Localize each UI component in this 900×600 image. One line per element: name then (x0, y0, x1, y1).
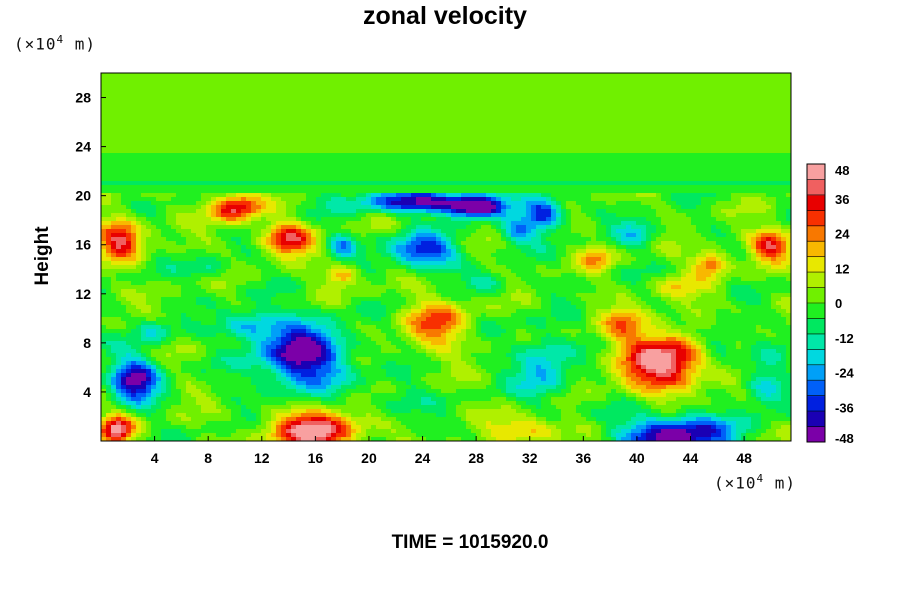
x-tick-label: 12 (254, 450, 270, 466)
heatmap-field (101, 73, 792, 442)
colorbar-tick-label: 0 (835, 296, 842, 311)
x-unit-exponent: 4 (756, 472, 765, 485)
x-tick-label: 44 (683, 450, 699, 466)
colorbar-tick-label: 24 (835, 227, 850, 242)
y-tick-label: 28 (75, 90, 91, 106)
x-tick-label: 20 (361, 450, 377, 466)
colorbar-segment (807, 256, 825, 273)
colorbar-tick-label: -48 (835, 431, 854, 446)
colorbar-segment (807, 210, 825, 227)
colorbar-segment (807, 225, 825, 242)
colorbar-tick-label: -36 (835, 400, 854, 415)
colorbar: 48 36 24 12 0 -12 -24 -36 -48 (806, 163, 855, 446)
y-unit-suffix: m) (64, 34, 97, 54)
time-label: TIME = 1015920.0 (391, 532, 549, 553)
colorbar-segment (807, 318, 825, 335)
x-tick-label: 16 (308, 450, 324, 466)
x-unit-prefix: (×10 (714, 473, 757, 493)
y-axis-unit: (×104 m) (14, 33, 96, 53)
y-tick-label: 20 (75, 188, 91, 204)
x-axis-ticks: 4 8 12 16 20 24 28 32 36 40 44 48 (151, 436, 752, 466)
y-unit-prefix: (×10 (14, 34, 57, 54)
colorbar-segment (807, 349, 825, 366)
colorbar-tick-label: 48 (835, 163, 849, 178)
colorbar-segment (807, 179, 825, 196)
x-tick-label: 28 (468, 450, 484, 466)
colorbar-segment (807, 426, 825, 443)
colorbar-tick-label: -24 (835, 366, 855, 381)
colorbar-segment (807, 164, 825, 180)
chart-title: zonal velocity (363, 2, 527, 30)
colorbar-segment (807, 380, 825, 397)
y-tick-label: 8 (83, 335, 91, 351)
y-tick-label: 12 (75, 286, 91, 302)
colorbar-segment (807, 241, 825, 258)
colorbar-tick-label: 12 (835, 261, 849, 276)
y-unit-exponent: 4 (56, 33, 65, 46)
colorbar-segment (807, 333, 825, 350)
x-tick-label: 32 (522, 450, 538, 466)
colorbar-segment (807, 194, 825, 211)
x-tick-label: 4 (151, 450, 159, 466)
x-tick-label: 8 (204, 450, 212, 466)
y-axis-ticks: 4 8 12 16 20 24 28 (75, 90, 106, 400)
colorbar-segment (807, 272, 825, 289)
colorbar-segment (807, 364, 825, 381)
colorbar-segment (807, 411, 825, 428)
plot-frame (100, 72, 792, 442)
y-tick-label: 4 (83, 384, 91, 400)
colorbar-frame (806, 163, 826, 443)
colorbar-tick-label: -12 (835, 331, 854, 346)
x-tick-label: 24 (415, 450, 431, 466)
x-tick-label: 48 (736, 450, 752, 466)
y-tick-label: 24 (75, 139, 91, 155)
colorbar-tick-label: 36 (835, 192, 849, 207)
x-axis-unit: (×104 m) (714, 472, 796, 492)
colorbar-segment (807, 287, 825, 304)
colorbar-segment (807, 303, 825, 319)
colorbar-segment (807, 395, 825, 412)
y-tick-label: 16 (75, 237, 91, 253)
x-tick-label: 40 (629, 450, 645, 466)
x-unit-suffix: m) (764, 473, 797, 493)
x-tick-label: 36 (576, 450, 592, 466)
